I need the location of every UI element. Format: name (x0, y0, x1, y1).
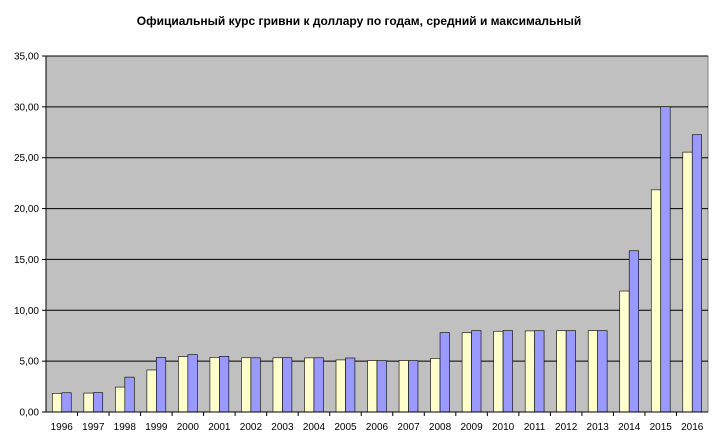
bar-series-1 (461, 332, 472, 413)
x-tick-label: 2005 (334, 422, 357, 433)
bar-series-2 (219, 356, 230, 413)
y-tick-label: 10,00 (14, 306, 39, 317)
bar-series-2 (345, 357, 356, 413)
bar-series-1 (556, 330, 567, 413)
bars (52, 106, 702, 413)
bar-series-2 (691, 134, 702, 413)
x-tick-label: 2011 (524, 422, 546, 433)
axes (45, 56, 708, 416)
bar-series-2 (471, 330, 482, 413)
x-tick-label: 2014 (618, 422, 641, 433)
bar-series-2 (250, 357, 261, 413)
bar-series-1 (241, 357, 252, 413)
y-tick-label: 5,00 (20, 357, 40, 368)
x-tick-label: 2012 (555, 422, 578, 433)
x-tick-label: 1997 (82, 422, 105, 433)
x-tick-label: 2000 (177, 422, 200, 433)
y-tick-label: 30,00 (14, 102, 39, 113)
bar-series-1 (304, 357, 315, 413)
x-tick-label: 2001 (208, 422, 231, 433)
bar-series-2 (408, 360, 419, 413)
bar-series-2 (439, 332, 450, 413)
y-tick-labels: 0,00 5,00 10,00 15,00 20,00 25,00 30,00 35,00 (14, 52, 39, 419)
bar-series-1 (524, 330, 535, 413)
plot-area (45, 55, 709, 413)
bar-series-2 (92, 392, 104, 413)
bar-series-1 (335, 359, 346, 413)
x-tick-label: 2013 (587, 422, 610, 433)
y-tick-label: 15,00 (14, 255, 39, 266)
bar-series-1 (619, 290, 630, 413)
bar-series-2 (565, 330, 576, 413)
bar-series-1 (587, 330, 598, 413)
x-tick-label: 2002 (240, 422, 263, 433)
bar-series-1 (209, 357, 220, 413)
x-tick-label: 2008 (429, 422, 452, 433)
bar-series-2 (156, 357, 167, 413)
bar-series-1 (115, 386, 126, 413)
bar-series-1 (146, 369, 157, 413)
bar-series-2 (376, 360, 387, 413)
x-tick-label: 2010 (492, 422, 515, 433)
y-tick-label: 0,00 (20, 408, 40, 419)
x-tick-label: 2003 (271, 422, 294, 433)
x-tick-label: 2007 (397, 422, 420, 433)
chart-title: Официальный курс гривни к доллару по год… (136, 14, 582, 28)
x-tick-label: 1996 (51, 422, 74, 433)
x-tick-label: 2009 (460, 422, 483, 433)
y-tick-label: 25,00 (14, 153, 39, 164)
bar-series-1 (272, 357, 283, 413)
bar-series-1 (52, 393, 63, 413)
x-tick-label: 1998 (114, 422, 137, 433)
bar-series-2 (628, 250, 639, 413)
x-tick-label: 1999 (145, 422, 168, 433)
bar-series-2 (124, 376, 135, 413)
bar-series-1 (430, 358, 441, 413)
bar-series-2 (282, 357, 293, 413)
x-tick-label: 2015 (650, 422, 673, 433)
bar-series-1 (367, 360, 378, 413)
bar-series-2 (534, 330, 545, 413)
bar-series-1 (178, 356, 189, 413)
bar-series-2 (313, 357, 324, 413)
bar-series-1 (398, 360, 409, 413)
x-tick-label: 2004 (303, 422, 326, 433)
y-tick-label: 35,00 (14, 52, 39, 63)
bar-series-2 (502, 330, 513, 413)
x-tick-labels: 1996 1997 1998 1999 2000 2001 2002 2003 2004 2005… (51, 422, 704, 433)
x-tick-label: 2006 (366, 422, 389, 433)
bar-series-2 (660, 106, 671, 413)
bar-series-1 (493, 330, 504, 413)
bar-series-2 (61, 392, 72, 413)
y-tick-label: 20,00 (14, 204, 39, 215)
x-tick-label: 2016 (681, 422, 704, 433)
bar-series-2 (597, 330, 608, 413)
bar-series-1 (83, 392, 94, 413)
bar-series-2 (187, 354, 198, 413)
bar-series-1 (650, 189, 662, 413)
bar-series-1 (682, 151, 693, 413)
